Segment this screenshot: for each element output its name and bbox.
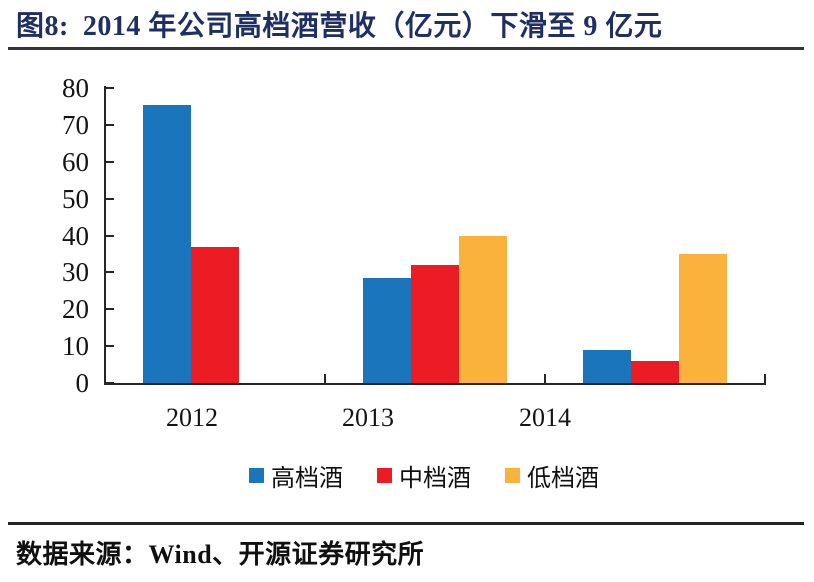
legend-label: 中档酒 xyxy=(399,466,471,492)
bar-chart-plot: 0 10 20 30 40 50 60 70 80 2012 2013 2014 xyxy=(62,73,766,432)
legend-label: 高档酒 xyxy=(271,466,343,492)
x-axis-label-2013: 2013 xyxy=(342,403,394,432)
chart-legend: 高档酒 中档酒 低档酒 xyxy=(34,458,814,493)
y-tick-label: 80 xyxy=(62,73,89,103)
bar-高档酒-2012 xyxy=(143,104,191,383)
data-source-text: 数据来源：Wind、开源证券研究所 xyxy=(16,540,425,569)
bar-高档酒-2013 xyxy=(363,277,411,383)
yellow-swatch-icon xyxy=(505,468,520,483)
bar-高档酒-2014 xyxy=(583,349,631,383)
y-tick-mark xyxy=(105,234,114,237)
y-tick-mark xyxy=(105,123,114,126)
y-tick-mark xyxy=(105,382,114,384)
y-tick-mark xyxy=(105,87,114,89)
y-tick-mark xyxy=(105,345,114,348)
x-axis-label-2012: 2012 xyxy=(166,403,218,432)
y-tick-label: 10 xyxy=(62,331,89,362)
footer-divider xyxy=(8,522,804,525)
y-tick-mark xyxy=(105,271,114,274)
bar-低档酒-2014 xyxy=(679,253,727,383)
x-axis-label-2014: 2014 xyxy=(519,403,571,432)
x-axis-line xyxy=(104,383,766,385)
bar-中档酒-2013 xyxy=(411,265,459,383)
red-swatch-icon xyxy=(377,468,392,483)
figure-title: 图8: 2014 年公司高档酒营收（亿元）下滑至 9 亿元 xyxy=(16,4,806,44)
bar-低档酒-2013 xyxy=(459,235,507,383)
x-tick-mark xyxy=(324,374,326,383)
title-divider xyxy=(8,47,804,50)
y-tick-label: 20 xyxy=(62,294,89,325)
figure-number-label: 图8: xyxy=(16,11,69,42)
bar-中档酒-2014 xyxy=(631,360,679,383)
figure-title-text: 2014 年公司高档酒营收（亿元）下滑至 9 亿元 xyxy=(82,11,663,42)
y-tick-mark xyxy=(105,160,114,163)
x-tick-mark xyxy=(764,374,766,383)
blue-swatch-icon xyxy=(249,468,264,483)
legend-item-high-grade: 高档酒 xyxy=(249,458,343,493)
legend-item-mid-grade: 中档酒 xyxy=(377,458,471,493)
x-tick-mark xyxy=(544,374,546,383)
y-tick-label: 40 xyxy=(62,220,89,251)
y-tick-label: 60 xyxy=(62,146,89,177)
y-tick-label: 70 xyxy=(62,109,89,140)
y-tick-label: 0 xyxy=(75,368,90,398)
y-tick-mark xyxy=(105,197,114,200)
y-tick-mark xyxy=(105,308,114,311)
y-tick-label: 30 xyxy=(62,257,89,288)
legend-label: 低档酒 xyxy=(527,466,599,492)
legend-item-low-grade: 低档酒 xyxy=(505,458,599,493)
bar-中档酒-2012 xyxy=(191,246,239,383)
y-tick-label: 50 xyxy=(62,183,89,214)
